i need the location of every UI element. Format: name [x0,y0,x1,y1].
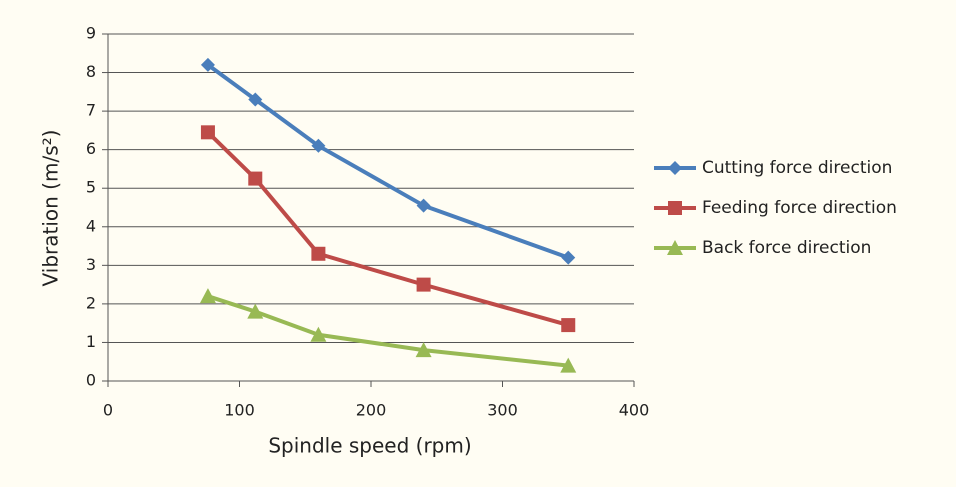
marker [311,138,326,153]
y-tick-label: 4 [86,216,96,235]
marker [248,171,263,186]
marker [200,125,215,140]
legend-text: Feeding force direction [702,198,897,218]
x-tick-label: 300 [487,401,518,420]
y-tick-label: 6 [86,139,96,158]
marker [311,246,326,261]
marker [561,250,576,265]
marker [416,277,431,292]
y-axis-title: Vibration (m/s²) [39,130,63,287]
y-tick-label: 9 [86,24,96,43]
marker [668,161,682,175]
legend-text: Cutting force direction [702,158,892,178]
x-tick-label: 100 [224,401,255,420]
y-tick-label: 8 [86,62,96,81]
x-tick-label: 0 [103,401,113,420]
marker [667,240,683,255]
marker [560,357,577,373]
y-tick-label: 7 [86,101,96,120]
marker [416,198,431,213]
marker [415,342,432,358]
marker [247,303,264,319]
legend-text: Back force direction [702,238,871,258]
x-tick-label: 200 [356,401,387,420]
marker [668,201,682,215]
y-tick-label: 1 [86,332,96,351]
marker [561,318,576,333]
marker [199,288,216,304]
y-tick-label: 5 [86,178,96,197]
marker [248,92,263,107]
y-tick-label: 0 [86,371,96,390]
y-tick-label: 2 [86,293,96,312]
marker [310,326,327,342]
x-axis-title: Spindle speed (rpm) [268,434,471,458]
y-tick-label: 3 [86,255,96,274]
x-tick-label: 400 [619,401,650,420]
marker [200,57,215,72]
